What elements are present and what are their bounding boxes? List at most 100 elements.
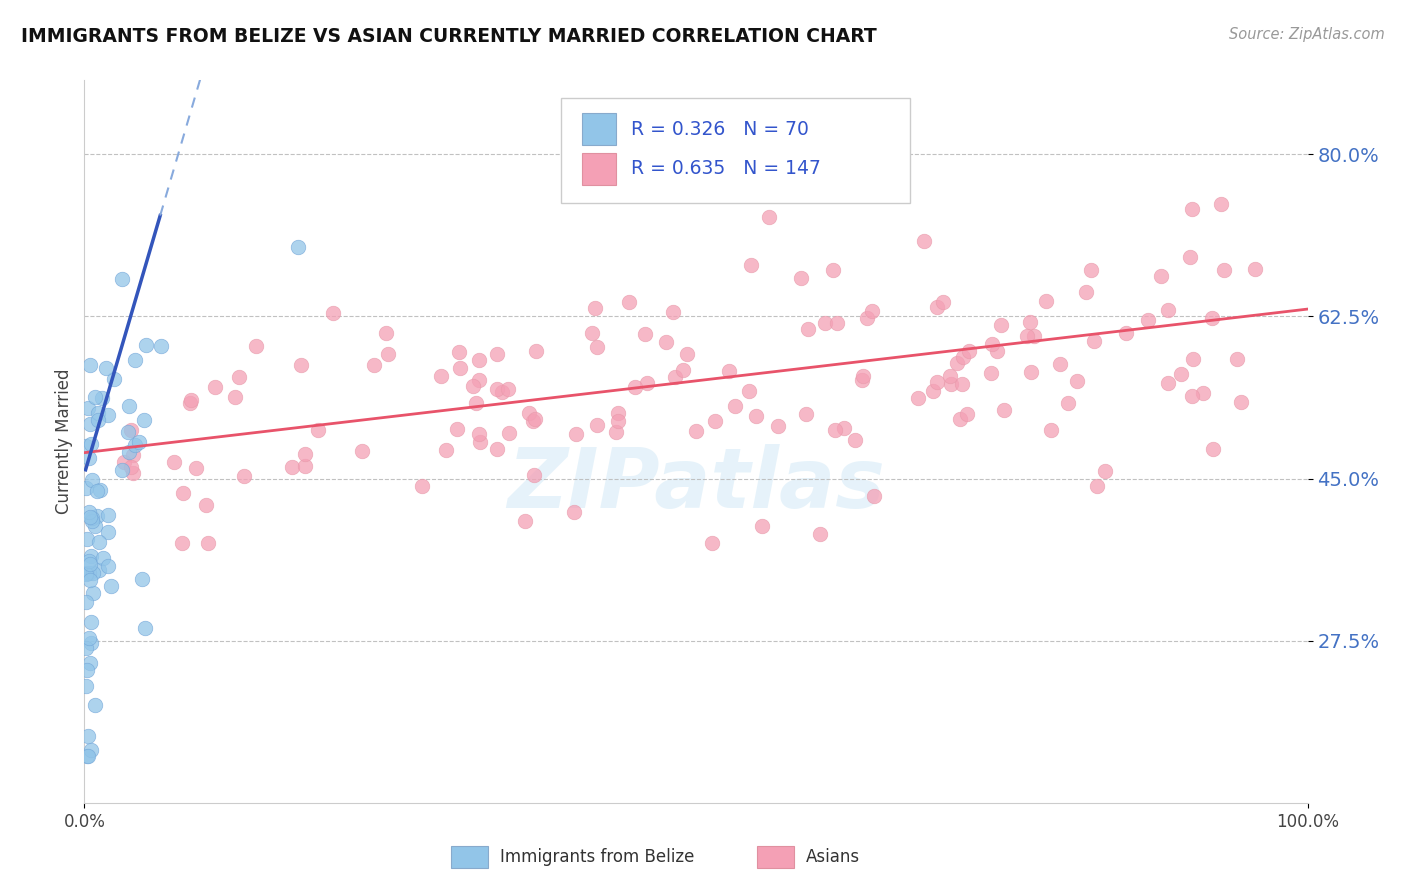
Y-axis label: Currently Married: Currently Married	[55, 368, 73, 515]
Point	[83, 390, 105, 404]
Point	[82, 511, 104, 525]
Point	[486, 347, 509, 361]
Point	[522, 414, 544, 428]
Point	[75, 481, 97, 495]
Point	[605, 425, 627, 439]
Point	[766, 418, 789, 433]
Point	[290, 358, 312, 372]
Point	[75, 595, 97, 609]
Point	[80, 514, 103, 528]
Point	[821, 263, 844, 277]
Point	[925, 300, 948, 314]
Point	[84, 518, 107, 533]
Point	[496, 382, 519, 396]
Point	[624, 380, 647, 394]
Point	[77, 451, 100, 466]
Point	[204, 380, 226, 394]
Point	[124, 353, 146, 368]
Point	[117, 399, 139, 413]
Point	[75, 440, 97, 454]
Point	[1057, 395, 1080, 409]
Point	[77, 749, 100, 764]
Point	[1087, 478, 1109, 492]
Point	[468, 434, 491, 449]
Point	[790, 271, 813, 285]
Point	[294, 459, 316, 474]
Point	[912, 234, 935, 248]
Point	[832, 421, 855, 435]
Point	[120, 460, 142, 475]
Point	[184, 461, 207, 475]
Point	[352, 444, 374, 458]
Point	[76, 729, 98, 743]
Point	[607, 414, 630, 428]
Point	[993, 402, 1015, 417]
Point	[1201, 442, 1223, 456]
Point	[856, 311, 879, 326]
Point	[87, 535, 110, 549]
Point	[434, 443, 457, 458]
Point	[827, 316, 849, 330]
Point	[583, 301, 606, 315]
Point	[150, 339, 173, 353]
Point	[134, 413, 156, 427]
Point	[980, 366, 1002, 380]
Point	[94, 360, 117, 375]
Point	[86, 412, 108, 426]
Point	[245, 339, 267, 353]
FancyBboxPatch shape	[582, 153, 616, 185]
Point	[79, 358, 101, 372]
Point	[1181, 202, 1204, 216]
Point	[907, 392, 929, 406]
Point	[76, 749, 98, 764]
Point	[111, 272, 134, 286]
Point	[75, 641, 97, 656]
Point	[655, 335, 678, 350]
Point	[307, 424, 329, 438]
Point	[664, 369, 686, 384]
Point	[586, 340, 609, 354]
Point	[103, 372, 125, 386]
Point	[1213, 263, 1236, 277]
Point	[110, 463, 132, 477]
Point	[122, 466, 145, 480]
Point	[91, 391, 114, 405]
Point	[986, 344, 1008, 359]
Point	[1040, 423, 1063, 437]
Point	[952, 350, 974, 364]
Point	[794, 407, 817, 421]
Point	[82, 566, 104, 580]
Point	[281, 460, 304, 475]
Point	[1157, 303, 1180, 318]
Point	[1066, 374, 1088, 388]
Point	[77, 566, 100, 581]
Text: R = 0.326   N = 70: R = 0.326 N = 70	[631, 120, 808, 138]
Point	[86, 484, 108, 499]
Point	[1019, 315, 1042, 329]
Point	[634, 326, 657, 341]
Point	[581, 326, 603, 340]
Point	[1115, 326, 1137, 341]
Point	[1024, 328, 1046, 343]
Point	[685, 424, 707, 438]
Point	[79, 437, 101, 451]
Point	[1181, 389, 1204, 403]
Point	[724, 399, 747, 413]
Point	[498, 425, 520, 440]
Point	[758, 210, 780, 224]
Point	[79, 656, 101, 670]
Point	[1201, 310, 1223, 325]
Point	[86, 508, 108, 523]
Point	[79, 510, 101, 524]
Point	[75, 680, 97, 694]
Text: Immigrants from Belize: Immigrants from Belize	[501, 848, 695, 866]
Point	[1181, 351, 1204, 366]
Point	[990, 318, 1012, 333]
Point	[852, 369, 875, 384]
Point	[980, 337, 1002, 351]
Point	[134, 621, 156, 635]
Point	[430, 368, 453, 383]
Point	[797, 321, 820, 335]
Point	[87, 406, 110, 420]
Point	[80, 549, 103, 564]
